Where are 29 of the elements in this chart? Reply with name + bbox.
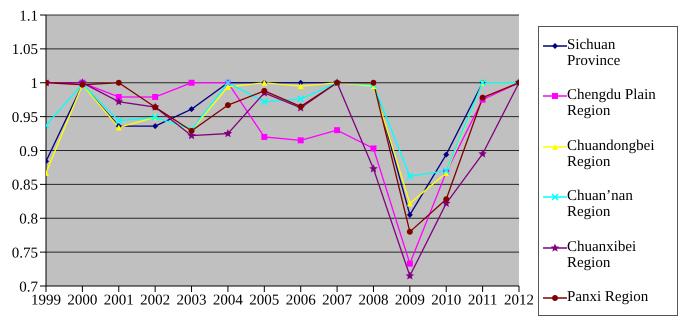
x-tick-label: 2001: [104, 292, 134, 309]
legend-label: Chuandongbei Region: [567, 138, 656, 170]
y-tick-label: 0.9: [19, 144, 38, 160]
legend-label: Chengdu Plain Region: [567, 87, 657, 120]
x-tick-label: 2003: [176, 292, 207, 309]
y-tick-label: 0.95: [12, 110, 38, 126]
y-tick-label: 0.85: [12, 178, 38, 194]
legend-label: Chuanxibei Region: [567, 238, 638, 271]
y-tick-label: 1: [30, 76, 38, 92]
legend-label: Panxi Region: [567, 288, 648, 305]
y-tick-label: 1.1: [19, 8, 38, 24]
x-tick-label: 2000: [67, 292, 98, 309]
x-tick-label: 2002: [140, 292, 170, 309]
x-tick-label: 2005: [249, 292, 280, 309]
x-tick-label: 2007: [322, 292, 353, 309]
y-tick-label: 1.05: [12, 42, 38, 58]
x-tick-label: 2009: [394, 292, 425, 309]
y-tick-label: 0.7: [19, 279, 38, 296]
x-tick-label: 2004: [212, 292, 244, 309]
x-tick-label: 2008: [358, 292, 388, 309]
x-tick-label: 1999: [31, 292, 61, 309]
x-tick-label: 2012: [504, 292, 534, 309]
x-tick-label: 2011: [468, 292, 498, 309]
y-tick-label: 0.8: [19, 212, 38, 228]
y-tick-label: 0.75: [12, 245, 38, 262]
x-tick-label: 2010: [431, 292, 462, 309]
legend-label: Chuan’nan Region: [567, 188, 634, 220]
x-tick-label: 2006: [286, 292, 316, 309]
legend-label: Sichuan Province: [567, 37, 622, 69]
